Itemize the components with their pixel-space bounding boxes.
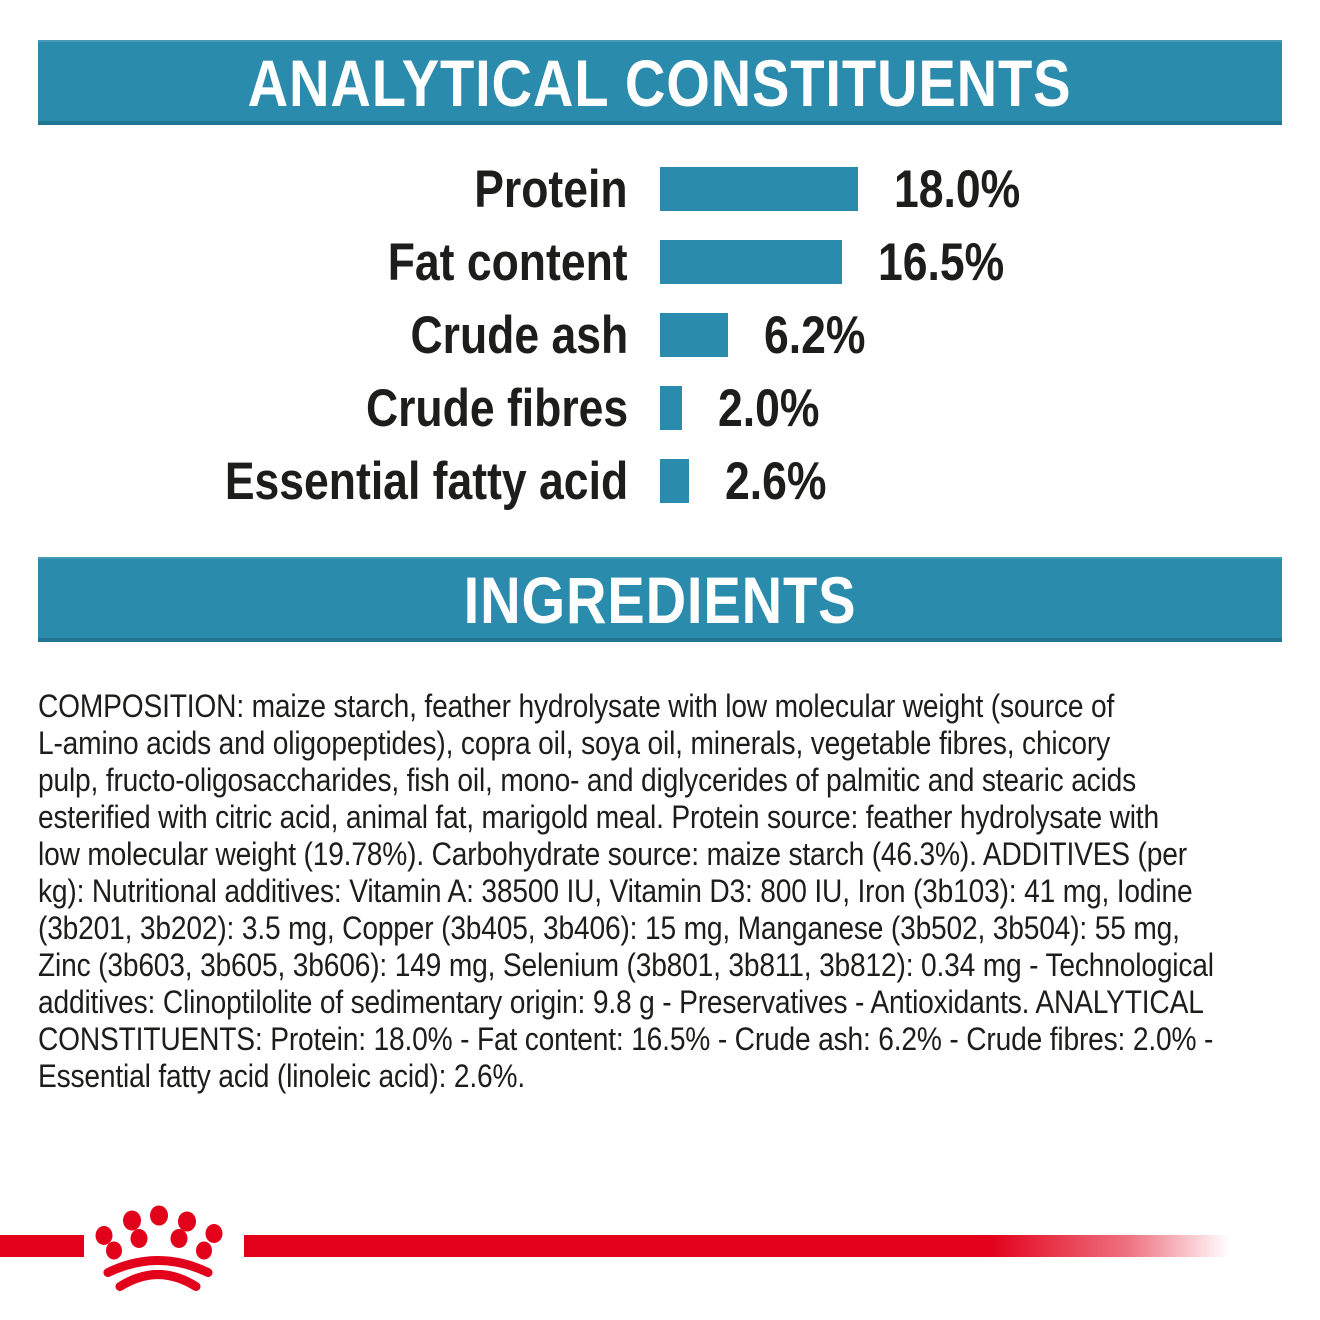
chart-label-box: Fat content (0, 236, 628, 289)
composition-line: additives: Clinoptilolite of sedimentary… (38, 984, 1204, 1020)
chart-row: Protein 18.0% (0, 163, 1044, 216)
chart-category-label: Crude fibres (365, 378, 628, 438)
composition-line: Essential fatty acid (linoleic acid): 2.… (38, 1058, 526, 1094)
chart-value-label: 2.0% (718, 378, 820, 438)
ingredients-title: INGREDIENTS (463, 562, 857, 637)
composition-line: COMPOSITION: maize starch, feather hydro… (38, 688, 1115, 724)
chart-row: Crude fibres 2.0% (0, 382, 839, 435)
chart-value-label: 16.5% (878, 232, 1005, 292)
chart-label-box: Essential fatty acid (0, 455, 628, 508)
composition-line: (3b201, 3b202): 3.5 mg, Copper (3b405, 3… (38, 910, 1180, 946)
analytical-constituents-title: ANALYTICAL CONSTITUENTS (248, 45, 1072, 120)
chart-category-label: Fat content (388, 232, 628, 292)
composition-line: L-amino acids and oligopeptides), copra … (38, 725, 1111, 761)
chart-value-label: 18.0% (894, 159, 1021, 219)
composition-line: Zinc (3b603, 3b605, 3b606): 149 mg, Sele… (38, 947, 1214, 983)
red-band-right (244, 1235, 1250, 1257)
composition-line: pulp, fructo-oligosaccharides, fish oil,… (38, 762, 1137, 798)
composition-paragraph: COMPOSITION: maize starch, feather hydro… (38, 688, 1282, 1095)
composition-line: esterified with citric acid, animal fat,… (38, 799, 1159, 835)
chart-bar (660, 167, 858, 211)
analytical-constituents-banner: ANALYTICAL CONSTITUENTS (38, 40, 1282, 125)
analytical-constituents-chart: Protein 18.0% Fat content 16.5% Crude ash 6.2… (0, 0, 1320, 520)
chart-bar (660, 459, 689, 503)
royal-canin-crown-icon (95, 1205, 223, 1291)
ingredients-banner: INGREDIENTS (38, 557, 1282, 642)
chart-bar (660, 313, 728, 357)
composition-line: CONSTITUENTS: Protein: 18.0% - Fat conte… (38, 1021, 1214, 1057)
chart-value-label: 2.6% (725, 451, 827, 511)
chart-bar (660, 240, 842, 284)
chart-row: Crude ash 6.2% (0, 309, 885, 362)
chart-label-box: Protein (0, 163, 628, 216)
red-band-left (0, 1235, 84, 1257)
chart-value-label: 6.2% (764, 305, 866, 365)
chart-category-label: Essential fatty acid (224, 451, 628, 511)
chart-label-box: Crude fibres (0, 382, 628, 435)
chart-category-label: Protein (474, 159, 628, 219)
chart-bar (660, 386, 682, 430)
composition-line: kg): Nutritional additives: Vitamin A: 3… (38, 873, 1193, 909)
chart-label-box: Crude ash (0, 309, 628, 362)
chart-row: Essential fatty acid 2.6% (0, 455, 846, 508)
chart-row: Fat content 16.5% (0, 236, 1028, 289)
chart-category-label: Crude ash (410, 305, 628, 365)
composition-line: low molecular weight (19.78%). Carbohydr… (38, 836, 1187, 872)
